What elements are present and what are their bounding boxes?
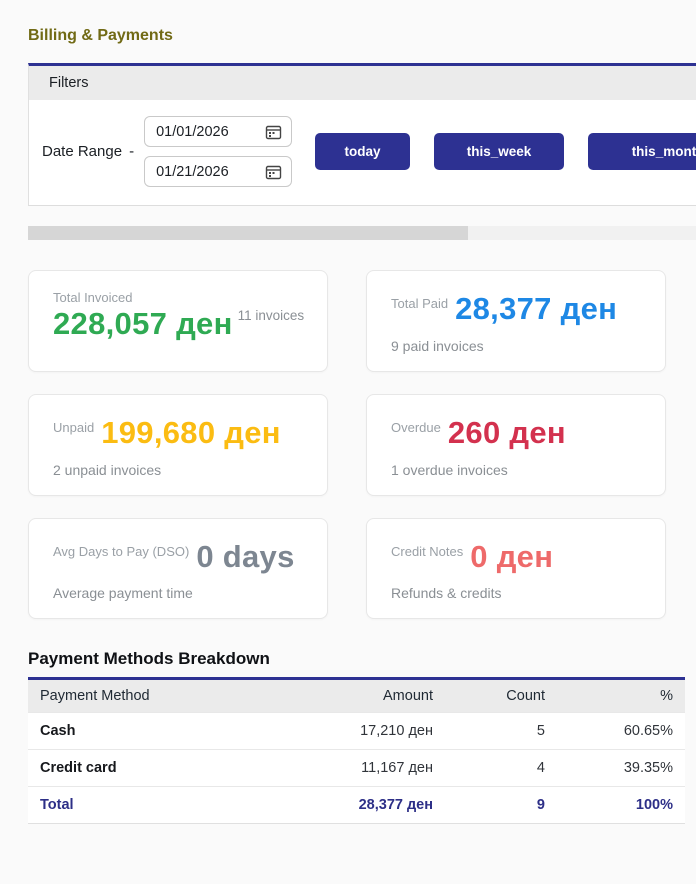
filters-body: Date Range -: [29, 100, 696, 205]
date-range-inputs: [144, 116, 293, 187]
method-cell: Credit card: [28, 749, 300, 787]
filters-panel: Filters Date Range -: [28, 63, 696, 206]
method-cell: Total: [28, 786, 300, 824]
stat-value: 28,377 ден: [455, 291, 618, 326]
filters-title: Filters: [49, 75, 89, 91]
page-title: Billing & Payments: [28, 27, 173, 44]
end-date-field[interactable]: [144, 156, 293, 187]
stat-note: 11 invoices: [237, 308, 305, 323]
stat-subtitle: Refunds & credits: [391, 585, 502, 602]
amount-cell: 17,210 ден: [300, 712, 445, 750]
percent-cell: 60.65%: [557, 712, 685, 750]
column-header-method: Payment Method: [28, 678, 300, 713]
stat-label: Credit Notes: [391, 543, 464, 559]
stats-grid: Total Invoiced 228,057 ден 11 invoices T…: [28, 270, 666, 620]
stat-label: Unpaid: [53, 419, 95, 435]
count-cell: 4: [445, 749, 557, 787]
stat-label: Total Invoiced: [53, 290, 133, 305]
stat-card-overdue: Overdue 260 ден 1 overdue invoices: [366, 393, 666, 496]
stat-card-credit-notes: Credit Notes 0 ден Refunds & credits: [366, 517, 666, 620]
table-row: Cash 17,210 ден 5 60.65%: [28, 712, 685, 750]
this-week-button[interactable]: this_week: [434, 133, 565, 170]
stat-value: 228,057 ден: [53, 306, 233, 341]
stat-card-avg-days-to-pay: Avg Days to Pay (DSO) 0 days Average pay…: [28, 517, 328, 620]
stat-subtitle: 1 overdue invoices: [391, 461, 508, 478]
count-cell: 9: [445, 786, 557, 824]
payment-methods-table: Payment Method Amount Count % Cash 17,21…: [28, 677, 685, 825]
stat-card-unpaid: Unpaid 199,680 ден 2 unpaid invoices: [28, 393, 328, 496]
count-cell: 5: [445, 712, 557, 750]
stat-value: 260 ден: [447, 414, 566, 450]
percent-cell: 100%: [557, 786, 685, 824]
amount-cell: 28,377 ден: [300, 786, 445, 824]
calendar-icon[interactable]: [265, 124, 282, 140]
stat-label: Avg Days to Pay (DSO): [53, 543, 190, 559]
percent-cell: 39.35%: [557, 749, 685, 787]
stat-subtitle: 9 paid invoices: [391, 337, 484, 354]
stat-value: 0 days: [196, 538, 295, 574]
table-row: Credit card 11,167 ден 4 39.35%: [28, 749, 685, 787]
stat-value: 0 ден: [470, 538, 554, 574]
quick-date-buttons: today this_week this_month: [315, 133, 696, 170]
today-button[interactable]: today: [315, 133, 411, 170]
stat-subtitle: Average payment time: [53, 585, 193, 602]
column-header-count: Count: [445, 678, 557, 713]
start-date-input[interactable]: [156, 123, 257, 140]
end-date-input[interactable]: [156, 163, 257, 180]
calendar-icon[interactable]: [265, 164, 282, 180]
method-cell: Cash: [28, 712, 300, 750]
column-header-percent: %: [557, 678, 685, 713]
stat-label: Total Paid: [391, 296, 449, 311]
filters-panel-header: Filters: [29, 66, 696, 100]
amount-cell: 11,167 ден: [300, 749, 445, 787]
column-header-amount: Amount: [300, 678, 445, 713]
date-range-separator: -: [129, 143, 135, 160]
breakdown-title: Payment Methods Breakdown: [28, 649, 270, 669]
horizontal-scrollbar-thumb[interactable]: [28, 226, 468, 240]
stat-subtitle: 2 unpaid invoices: [53, 461, 162, 478]
table-total-row: Total 28,377 ден 9 100%: [28, 786, 685, 824]
horizontal-scrollbar-track[interactable]: [28, 226, 696, 240]
stat-label: Overdue: [391, 419, 441, 435]
stat-value: 199,680 ден: [101, 414, 281, 450]
stat-card-total-paid: Total Paid 28,377 ден 9 paid invoices: [366, 270, 666, 372]
this-month-button[interactable]: this_month: [588, 133, 696, 170]
table-header-row: Payment Method Amount Count %: [28, 678, 685, 713]
stat-card-total-invoiced: Total Invoiced 228,057 ден 11 invoices: [28, 270, 328, 372]
start-date-field[interactable]: [144, 116, 293, 147]
date-range-label: Date Range: [42, 143, 123, 160]
